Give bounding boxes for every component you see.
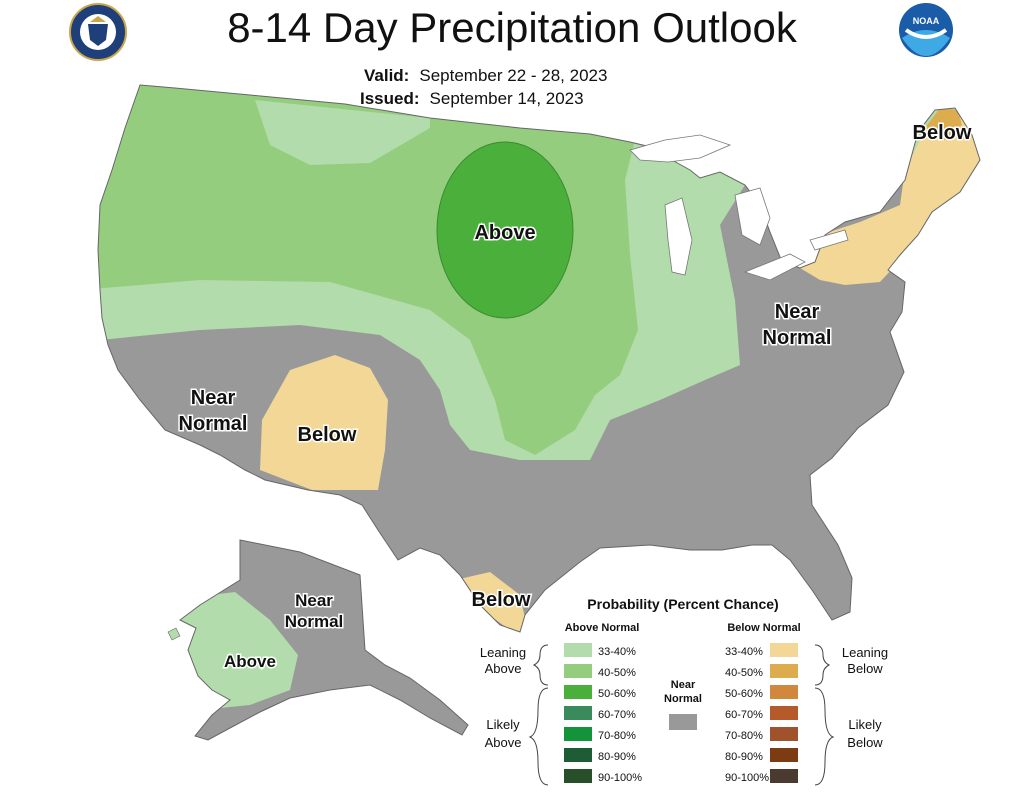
legend-above-bin-swatch [564, 727, 592, 741]
label-northeast-below: Below [913, 122, 972, 144]
legend: Probability (Percent Chance) Above Norma… [480, 596, 888, 786]
northeast-below [800, 110, 980, 285]
likely-above-core [436, 141, 574, 319]
legend-above-bin-swatch [564, 706, 592, 720]
svg-text:NOAA: NOAA [913, 16, 940, 26]
noaa-logo-icon: NOAA [899, 3, 953, 57]
legend-likely-below-line1: Likely [848, 717, 882, 732]
issued-label: Issued: [360, 89, 420, 108]
legend-below-bin-swatch [770, 706, 798, 720]
brace-likely-above [528, 687, 549, 786]
label-alaska-near-line2: Normal [285, 612, 344, 631]
legend-leaning-below-line2: Below [847, 661, 883, 676]
legend-leaning-above-line2: Above [485, 661, 522, 676]
legend-above-bin-label: 80-90% [598, 751, 636, 763]
legend-above-bin-swatch [564, 769, 592, 783]
legend-leaning-below-line1: Leaning [842, 645, 888, 660]
legend-likely-below-line2: Below [847, 735, 883, 750]
legend-below-bins: 33-40% 40-50% 50-60% 60-70% 70-80% 80-90% 90-1… [725, 643, 798, 784]
label-ohio-near-line2: Normal [763, 327, 832, 349]
legend-below-bin-label: 90-100% [725, 772, 769, 784]
legend-below-bin-swatch [770, 769, 798, 783]
legend-near-line1: Near [671, 679, 696, 691]
legend-above-bin-swatch [564, 685, 592, 699]
legend-above-bin-swatch [564, 664, 592, 678]
legend-above-bin-label: 60-70% [598, 709, 636, 721]
legend-above-bin-label: 50-60% [598, 688, 636, 700]
page-title: 8-14 Day Precipitation Outlook [227, 4, 797, 51]
northern-light-patch [255, 100, 430, 165]
legend-leaning-above-line1: Leaning [480, 645, 526, 660]
legend-below-bin-swatch [770, 664, 798, 678]
valid-label: Valid: [364, 66, 410, 85]
legend-near-line2: Normal [664, 693, 702, 705]
legend-title: Probability (Percent Chance) [587, 596, 778, 612]
legend-above-bin-label: 90-100% [598, 772, 642, 784]
legend-above-header: Above Normal [565, 622, 640, 634]
conus-map [98, 85, 980, 632]
valid-value: September 22 - 28, 2023 [419, 66, 608, 85]
issued-value: September 14, 2023 [429, 89, 584, 108]
maine-below-dark [925, 108, 962, 140]
legend-likely-above-line2: Above [485, 735, 522, 750]
legend-near-swatch [669, 714, 697, 730]
legend-below-bin-swatch [770, 685, 798, 699]
legend-below-bin-swatch [770, 748, 798, 762]
commerce-seal-icon [69, 3, 127, 61]
legend-below-bin-label: 50-60% [725, 688, 763, 700]
legend-below-bin-swatch [770, 643, 798, 657]
legend-below-bin-label: 33-40% [725, 646, 763, 658]
lake-huron [734, 187, 771, 246]
legend-below-bin-swatch [770, 727, 798, 741]
lake-superior [629, 134, 732, 163]
lake-michigan [664, 197, 693, 276]
label-alaska-above: Above [224, 652, 276, 671]
label-southwest-near-line1: Near [191, 387, 236, 409]
legend-likely-above-line1: Likely [486, 717, 520, 732]
south-texas-below [455, 572, 528, 632]
legend-above-bins: 33-40% 40-50% 50-60% 60-70% 70-80% 80-90% 90-1… [564, 643, 642, 784]
legend-above-bin-label: 70-80% [598, 730, 636, 742]
legend-above-bin-swatch [564, 748, 592, 762]
four-corners-below [260, 355, 388, 490]
label-alaska-near-line1: Near [295, 591, 333, 610]
alaska-island [167, 627, 181, 641]
label-plains-above: Above [474, 222, 535, 244]
label-ohio-near-line1: Near [775, 301, 820, 323]
legend-below-bin-label: 80-90% [725, 751, 763, 763]
alaska-map [180, 540, 468, 740]
brace-likely-below [814, 687, 835, 786]
lake-ontario [809, 229, 849, 251]
lake-erie [743, 253, 806, 281]
label-southwest-near-line2: Normal [179, 413, 248, 435]
legend-below-bin-label: 70-80% [725, 730, 763, 742]
legend-below-bin-label: 40-50% [725, 667, 763, 679]
legend-below-header: Below Normal [727, 622, 800, 634]
valid-date: Valid: September 22 - 28, 2023 [364, 66, 607, 86]
label-four-corners-below: Below [298, 424, 357, 446]
brace-leaning-above [532, 644, 549, 686]
label-south-texas-below: Below [472, 589, 531, 611]
legend-above-bin-label: 40-50% [598, 667, 636, 679]
legend-above-bin-swatch [564, 643, 592, 657]
legend-above-bin-label: 33-40% [598, 646, 636, 658]
legend-below-bin-label: 60-70% [725, 709, 763, 721]
issued-date: Issued: September 14, 2023 [360, 89, 584, 109]
brace-leaning-below [814, 644, 831, 686]
